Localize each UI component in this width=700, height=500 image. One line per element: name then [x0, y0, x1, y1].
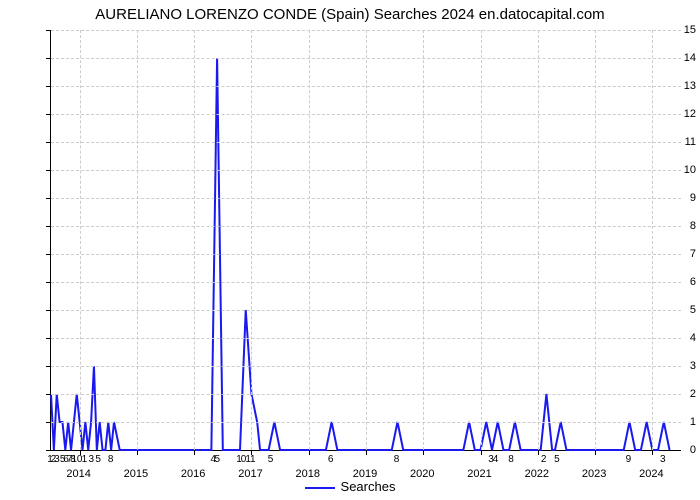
grid-line: [595, 30, 596, 450]
x-num-label: 3: [54, 454, 60, 465]
grid-line: [309, 30, 310, 450]
x-num-label: 4: [493, 454, 499, 465]
grid-line: [251, 30, 252, 450]
grid-line: [481, 30, 482, 450]
grid-line: [194, 30, 195, 450]
grid-line: [80, 30, 81, 450]
chart-title: AURELIANO LORENZO CONDE (Spain) Searches…: [0, 6, 700, 23]
grid-line: [652, 30, 653, 450]
legend-label: Searches: [341, 479, 396, 494]
legend-swatch: [305, 487, 335, 489]
x-num-label: 2: [541, 454, 547, 465]
grid-line: [423, 30, 424, 450]
x-num-label: 5: [554, 454, 560, 465]
x-tick: [309, 450, 310, 455]
grid-line: [538, 30, 539, 450]
x-num-label: 8: [108, 454, 114, 465]
x-num-label: 6: [328, 454, 334, 465]
grid-line: [366, 30, 367, 450]
x-num-label: 5: [268, 454, 274, 465]
x-num-label: 5: [95, 454, 101, 465]
x-tick: [194, 450, 195, 455]
plot-area: [50, 30, 681, 451]
legend: Searches: [0, 479, 700, 494]
x-num-label: 5: [214, 454, 220, 465]
x-num-label: 1: [82, 454, 88, 465]
x-num-label: 9: [626, 454, 632, 465]
x-tick: [137, 450, 138, 455]
x-tick: [481, 450, 482, 455]
x-num-label: 8: [508, 454, 514, 465]
x-tick: [538, 450, 539, 455]
chart-container: AURELIANO LORENZO CONDE (Spain) Searches…: [0, 0, 700, 500]
x-num-label: 3: [88, 454, 94, 465]
grid-line: [137, 30, 138, 450]
y-tick: [46, 450, 51, 451]
x-num-label: 8: [394, 454, 400, 465]
x-tick: [423, 450, 424, 455]
x-tick: [652, 450, 653, 455]
x-tick: [595, 450, 596, 455]
x-num-label: 3: [660, 454, 666, 465]
x-num-label: 1: [250, 454, 256, 465]
x-tick: [366, 450, 367, 455]
